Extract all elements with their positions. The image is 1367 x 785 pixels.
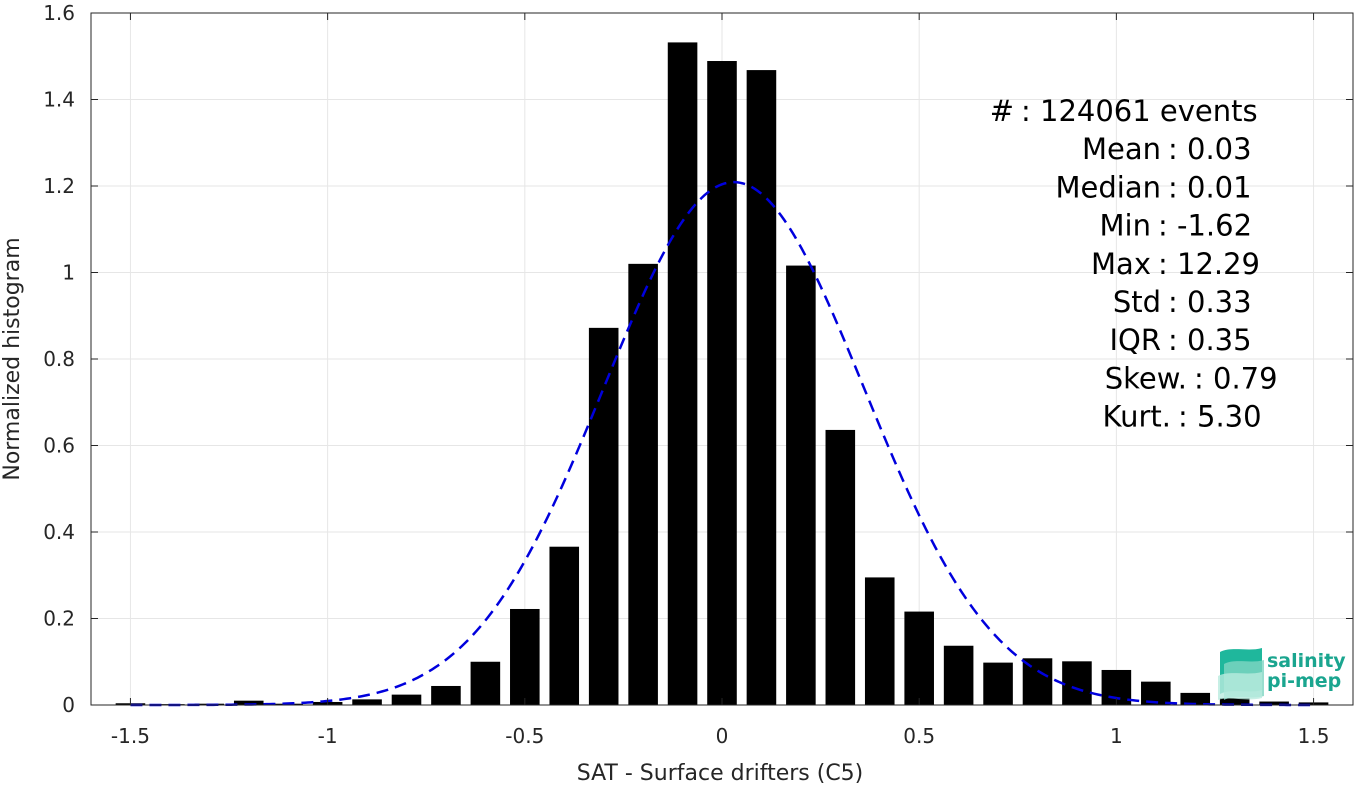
stat-line: Min: -1.62 <box>1100 209 1253 243</box>
logo-line-1: salinity <box>1267 650 1346 672</box>
y-tick-label: 0.2 <box>43 607 75 631</box>
histogram-bar <box>588 327 619 705</box>
stat-line: Max: 12.29 <box>1091 247 1260 281</box>
histogram-bar <box>431 685 461 705</box>
logo-line-2: pi-mep <box>1267 670 1341 692</box>
histogram-bar <box>904 611 934 705</box>
histogram-bar <box>825 429 856 705</box>
y-tick-label: 1.6 <box>43 1 75 25</box>
y-tick-label: 1.4 <box>43 88 75 112</box>
histogram-bar <box>864 577 895 705</box>
statistics-annotations: #: 124061 events Mean: 0.03 Median: 0.01 Mi… <box>990 94 1278 434</box>
x-axis-ticks: -1.5 -1 -0.5 0 0.5 1 1.5 <box>111 13 1330 748</box>
histogram-bar <box>983 662 1013 705</box>
histogram-bar <box>549 546 580 705</box>
stat-line: Mean: 0.03 <box>1082 132 1252 166</box>
histogram-bar <box>391 694 422 705</box>
histogram-bar <box>667 42 698 706</box>
y-tick-label: 1 <box>62 261 75 285</box>
stat-line: Kurt.: 5.30 <box>1103 400 1262 434</box>
x-tick-label: 1.5 <box>1298 724 1330 748</box>
x-tick-label: -1.5 <box>111 724 150 748</box>
y-tick-label: 0 <box>62 693 75 717</box>
histogram-bar <box>1259 701 1289 705</box>
histogram-bar <box>707 61 737 705</box>
x-axis-label: SAT - Surface drifters (C5) <box>577 761 864 785</box>
x-tick-label: 0 <box>716 724 729 748</box>
histogram-bar <box>352 699 382 705</box>
histogram-bar <box>943 645 974 705</box>
histogram-bar <box>470 661 501 705</box>
y-tick-label: 0.8 <box>43 347 75 371</box>
histogram-bar <box>233 700 264 705</box>
histogram-bar <box>1022 658 1053 705</box>
y-tick-label: 1.2 <box>43 174 75 198</box>
salinity-pi-mep-logo: salinity pi-mep <box>1218 648 1346 700</box>
y-axis-ticks: 0 0.2 0.4 0.6 0.8 1 1.2 1.4 1.6 <box>43 1 1353 717</box>
histogram-bar <box>628 263 658 705</box>
x-tick-label: -1 <box>318 724 338 748</box>
histogram-bar <box>786 265 816 705</box>
stat-line: IQR: 0.35 <box>1109 323 1251 357</box>
histogram-bar <box>510 608 540 705</box>
histogram-bar <box>746 70 777 706</box>
y-tick-label: 0.4 <box>43 520 75 544</box>
x-tick-label: 1 <box>1110 724 1123 748</box>
stat-line: Std: 0.33 <box>1113 285 1252 319</box>
histogram-bar <box>1219 698 1250 705</box>
histogram-bar <box>1180 692 1211 705</box>
y-axis-label: Normalized histogram <box>0 237 25 480</box>
histogram-bars <box>115 42 1329 706</box>
stat-line: Median: 0.01 <box>1056 170 1252 204</box>
histogram-bar <box>1062 661 1092 705</box>
y-tick-label: 0.6 <box>43 434 75 458</box>
stat-line: Skew.: 0.79 <box>1105 361 1278 395</box>
stat-line: #: 124061 events <box>990 94 1258 128</box>
x-tick-label: -0.5 <box>505 724 544 748</box>
x-tick-label: 0.5 <box>903 724 935 748</box>
histogram-bar <box>1141 681 1171 705</box>
wave-logo-icon <box>1218 648 1264 700</box>
